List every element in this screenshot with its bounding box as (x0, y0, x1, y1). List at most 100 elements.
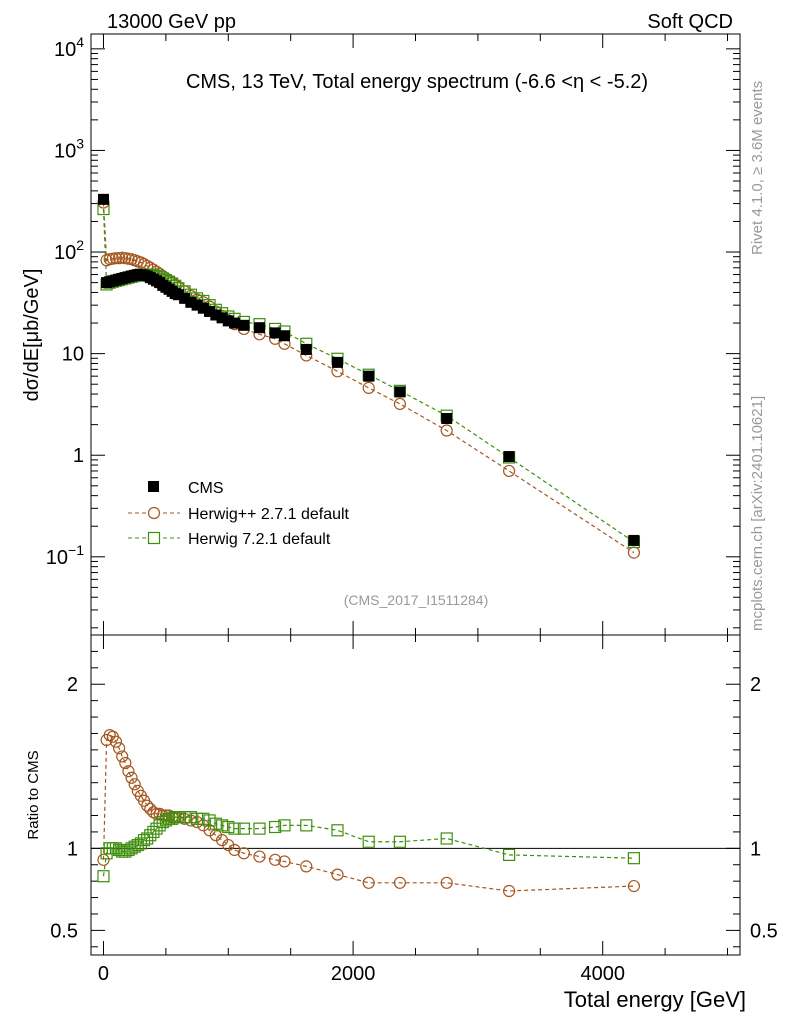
x-tick-label-2000: 2000 (331, 963, 376, 985)
ratio-point-herwig-7-2-1-default (203, 814, 216, 827)
ratio-point-herwig-7-2-1-default (159, 814, 172, 827)
ratio-point-herwig-7-2-1-default (172, 811, 185, 824)
data-point-cms (222, 315, 234, 327)
ratio-point-herwig-2-7-1-default (109, 735, 123, 748)
data-point-herwig-2-7-1-default (503, 464, 516, 478)
x-tick-label-0: 0 (98, 963, 109, 985)
legend-marker-herwigpp (147, 506, 161, 520)
ratio-point-herwig-2-7-1-default (122, 765, 135, 778)
y-tick-exponent: 2 (76, 237, 84, 253)
y-tick-exponent: 4 (76, 34, 84, 50)
ratio-tick-label-0.5: 0.5 (50, 920, 78, 942)
data-point-cms (172, 289, 184, 301)
data-point-cms (191, 299, 203, 311)
y-tick-base: 10 (46, 547, 68, 569)
ratio-point-herwig-7-2-1-default (222, 820, 235, 834)
data-point-cms (503, 451, 515, 463)
y-tick-base: 10 (54, 140, 76, 162)
data-point-cms (278, 330, 290, 342)
ratio-point-herwig-7-2-1-default (166, 812, 179, 825)
data-point-cms (363, 370, 375, 382)
ratio-point-herwig-2-7-1-default (440, 876, 453, 889)
y-tick-exponent: −1 (68, 542, 84, 558)
x-axis-label: Total energy [GeV] (564, 987, 746, 1012)
legend: CMS Herwig++ 2.7.1 default Herwig 7.2.1 … (128, 480, 350, 548)
data-point-cms (269, 327, 281, 339)
main-series-group (97, 193, 641, 559)
y-tick-base: 10 (54, 242, 76, 264)
ratio-point-herwig-7-2-1-default (147, 825, 160, 839)
ratio-point-herwig-2-7-1-default (125, 771, 138, 784)
ratio-point-herwig-7-2-1-default (128, 840, 141, 853)
ratio-point-herwig-7-2-1-default (228, 822, 241, 835)
data-point-cms (97, 193, 109, 205)
y-tick-label-1e2: 102 (54, 237, 84, 264)
ratio-tick-label-right-2: 2 (750, 674, 761, 696)
x-tick-label-4000: 4000 (580, 963, 625, 985)
data-point-herwig-2-7-1-default (362, 381, 375, 394)
ratio-point-herwig-7-2-1-default (190, 812, 204, 825)
y-tick-label-10: 10 (62, 344, 84, 366)
data-point-cms (253, 322, 265, 334)
rivet-version-label: Rivet 4.1.0, ≥ 3.6M events (749, 81, 766, 255)
ratio-tick-label-right-0.5: 0.5 (750, 920, 778, 942)
ratio-point-herwig-7-2-1-default (209, 817, 222, 830)
y-tick-exponent: 3 (76, 135, 84, 151)
ratio-series-group (97, 729, 641, 898)
data-point-cms (628, 534, 640, 546)
ratio-point-herwig-7-2-1-default (197, 812, 210, 825)
ratio-point-herwig-7-2-1-default (268, 820, 282, 834)
ratio-point-herwig-7-2-1-default (150, 822, 163, 835)
ratio-tick-label-1: 1 (67, 838, 78, 860)
ratio-point-herwig-2-7-1-default (503, 884, 516, 898)
ratio-point-herwig-2-7-1-default (393, 876, 406, 889)
ratio-point-herwig-7-2-1-default (627, 852, 641, 865)
ratio-point-herwig-7-2-1-default (156, 815, 169, 829)
ratio-point-herwig-7-2-1-default (178, 811, 191, 824)
ratio-point-herwig-2-7-1-default (119, 756, 132, 770)
ratio-point-herwig-7-2-1-default (184, 811, 197, 824)
y-axis-label: dσ/dE[μb/GeV] (21, 269, 43, 402)
ratio-point-herwig-2-7-1-default (237, 847, 250, 860)
data-point-herwig-2-7-1-default (440, 424, 453, 437)
ratio-point-herwig-7-2-1-default (331, 824, 344, 837)
ratio-point-herwig-7-2-1-default (237, 822, 250, 835)
ratio-point-herwig-2-7-1-default (112, 742, 126, 755)
ratio-y-axis-label: Ratio to CMS (25, 750, 42, 839)
ratio-point-herwig-7-2-1-default (503, 848, 516, 861)
ratio-point-herwig-2-7-1-default (253, 850, 266, 863)
plot-title: CMS, 13 TeV, Total energy spectrum (-6.6… (186, 71, 648, 93)
ratio-point-herwig-7-2-1-default (112, 843, 126, 857)
legend-marker-cms (148, 481, 159, 492)
ratio-point-herwig-7-2-1-default (362, 835, 375, 848)
y-tick-base: 10 (54, 39, 76, 61)
data-point-cms (197, 302, 209, 314)
data-point-cms (300, 343, 312, 355)
header-right-label: Soft QCD (647, 11, 733, 33)
legend-label-herwig7: Herwig 7.2.1 default (188, 531, 331, 548)
ratio-point-herwig-7-2-1-default (109, 842, 123, 855)
ratio-point-herwig-7-2-1-default (278, 819, 291, 832)
data-point-cms (238, 319, 250, 331)
data-point-cms (210, 309, 222, 321)
data-point-cms (229, 317, 241, 329)
data-point-cms (394, 386, 406, 398)
ratio-point-herwig-2-7-1-default (331, 868, 344, 881)
ratio-tick-label-2: 2 (67, 674, 78, 696)
data-point-cms (216, 312, 228, 324)
ratio-point-herwig-2-7-1-default (300, 860, 313, 873)
legend-marker-herwig7 (147, 531, 161, 545)
ratio-point-herwig-2-7-1-default (627, 879, 641, 893)
y-tick-label-1e-1: 10−1 (46, 542, 84, 569)
ratio-tick-label-right-1: 1 (750, 838, 761, 860)
y-tick-label-1e4: 104 (54, 34, 84, 61)
data-point-herwig-2-7-1-default (109, 252, 123, 265)
data-point-cms (204, 305, 216, 317)
ratio-point-herwig-7-2-1-default (141, 832, 154, 845)
ratio-point-herwig-2-7-1-default (278, 855, 291, 868)
ratio-point-herwig-7-2-1-default (144, 829, 157, 842)
ratio-point-herwig-7-2-1-default (253, 822, 266, 835)
ratio-point-herwig-2-7-1-default (116, 750, 129, 763)
y-tick-label-1e3: 103 (54, 135, 84, 162)
